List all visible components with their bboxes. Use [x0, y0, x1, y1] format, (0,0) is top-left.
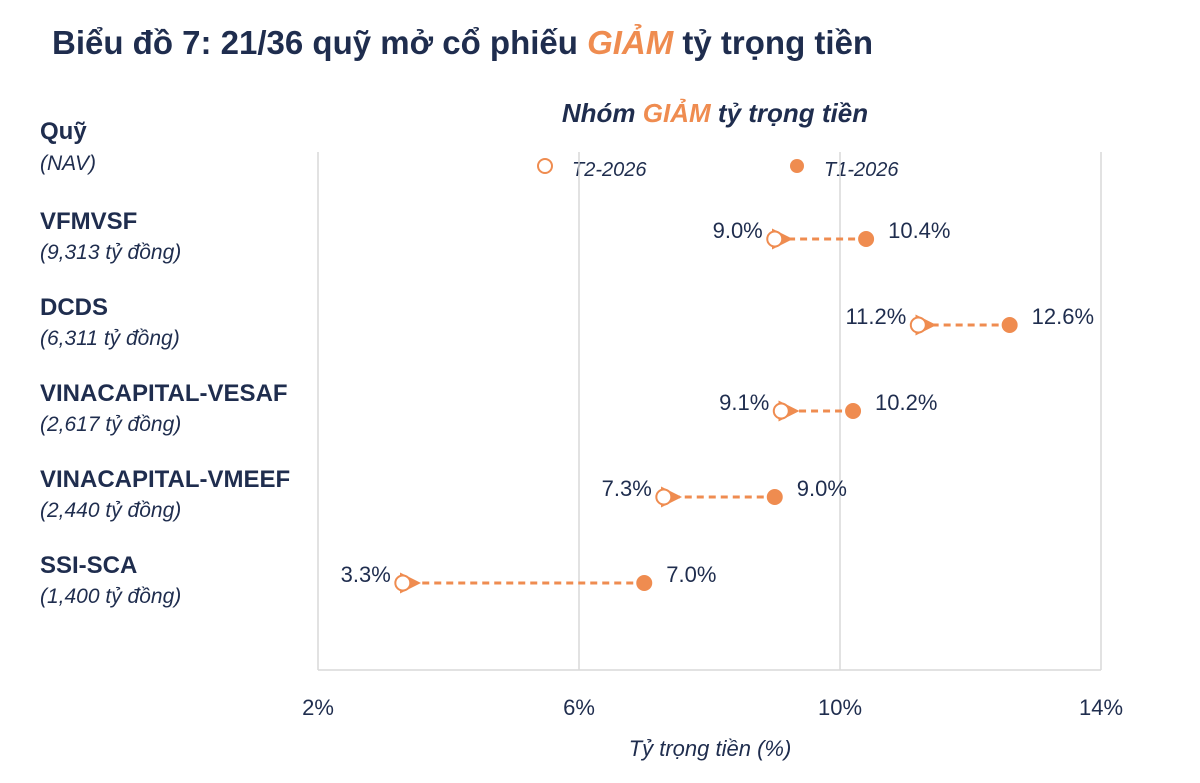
x-axis: 2% 6% 10% 14% [302, 669, 1123, 720]
x-tick-label: 10% [818, 695, 862, 720]
gridlines [317, 152, 1102, 670]
category-name: VINACAPITAL-VMEEF [40, 466, 290, 493]
t1-value-label: 12.6% [1032, 304, 1094, 329]
y-axis-subtitle: (NAV) [40, 152, 96, 175]
t2-value-label: 7.3% [602, 476, 652, 501]
x-tick-label: 6% [563, 695, 595, 720]
t2-point [655, 488, 673, 506]
category-name: DCDS [40, 294, 108, 321]
category-nav: (6,311 tỷ đồng) [40, 327, 180, 350]
t2-value-label: 11.2% [846, 304, 907, 329]
subtitle-prefix: Nhóm [562, 98, 636, 128]
category-nav: (9,313 tỷ đồng) [40, 241, 181, 264]
chart-title: Biểu đồ 7: 21/36 quỹ mở cổ phiếu GIẢM tỷ… [52, 24, 873, 62]
x-tick-label: 14% [1079, 695, 1123, 720]
legend: T2-2026 T1-2026 [537, 158, 899, 181]
t2-value-label: 9.1% [719, 390, 769, 415]
legend-label-t2: T2-2026 [572, 159, 647, 181]
title-suffix: tỷ trọng tiền [682, 24, 874, 61]
subtitle-highlight: GIẢM [643, 98, 712, 128]
category-nav: (1,400 tỷ đồng) [40, 585, 181, 608]
t1-point [766, 489, 783, 505]
t2-point [766, 230, 784, 248]
title-prefix: Biểu đồ 7: 21/36 quỹ mở cổ phiếu [52, 24, 578, 61]
y-axis-title: Quỹ [40, 118, 87, 145]
t2-point [772, 402, 790, 420]
subtitle-suffix: tỷ trọng tiền [718, 98, 868, 128]
category-name: VFMVSF [40, 208, 137, 235]
t1-point [636, 575, 653, 591]
x-tick-label: 2% [302, 695, 334, 720]
category-nav: (2,440 tỷ đồng) [40, 499, 181, 522]
t2-value-label: 9.0% [713, 218, 763, 243]
t1-point [845, 403, 862, 419]
t2-value-label: 3.3% [341, 562, 391, 587]
t1-point [1001, 317, 1018, 333]
t1-value-label: 7.0% [666, 562, 716, 587]
t1-value-label: 9.0% [797, 476, 847, 501]
title-highlight: GIẢM [587, 24, 674, 61]
x-axis-title: Tỷ trọng tiền (%) [629, 736, 792, 761]
category-labels: VFMVSF (9,313 tỷ đồng) DCDS (6,311 tỷ đồng)… [40, 208, 290, 608]
legend-label-t1: T1-2026 [824, 159, 899, 181]
chart-subtitle: Nhóm GIẢM tỷ trọng tiền [562, 98, 868, 128]
t1-point [858, 231, 875, 247]
t2-point [394, 574, 412, 592]
category-name: SSI-SCA [40, 552, 137, 579]
t1-value-label: 10.4% [888, 218, 950, 243]
category-nav: (2,617 tỷ đồng) [40, 413, 181, 436]
category-name: VINACAPITAL-VESAF [40, 380, 288, 407]
legend-open-circle-icon [537, 158, 553, 174]
legend-filled-circle-icon [790, 159, 804, 173]
t1-value-label: 10.2% [875, 390, 937, 415]
data-marks: 9.0% 10.4% 11.2% 12.6% 9.1% 10.2% 7.3% 9.0% 3.3%… [341, 218, 1094, 594]
t2-point [909, 316, 927, 334]
